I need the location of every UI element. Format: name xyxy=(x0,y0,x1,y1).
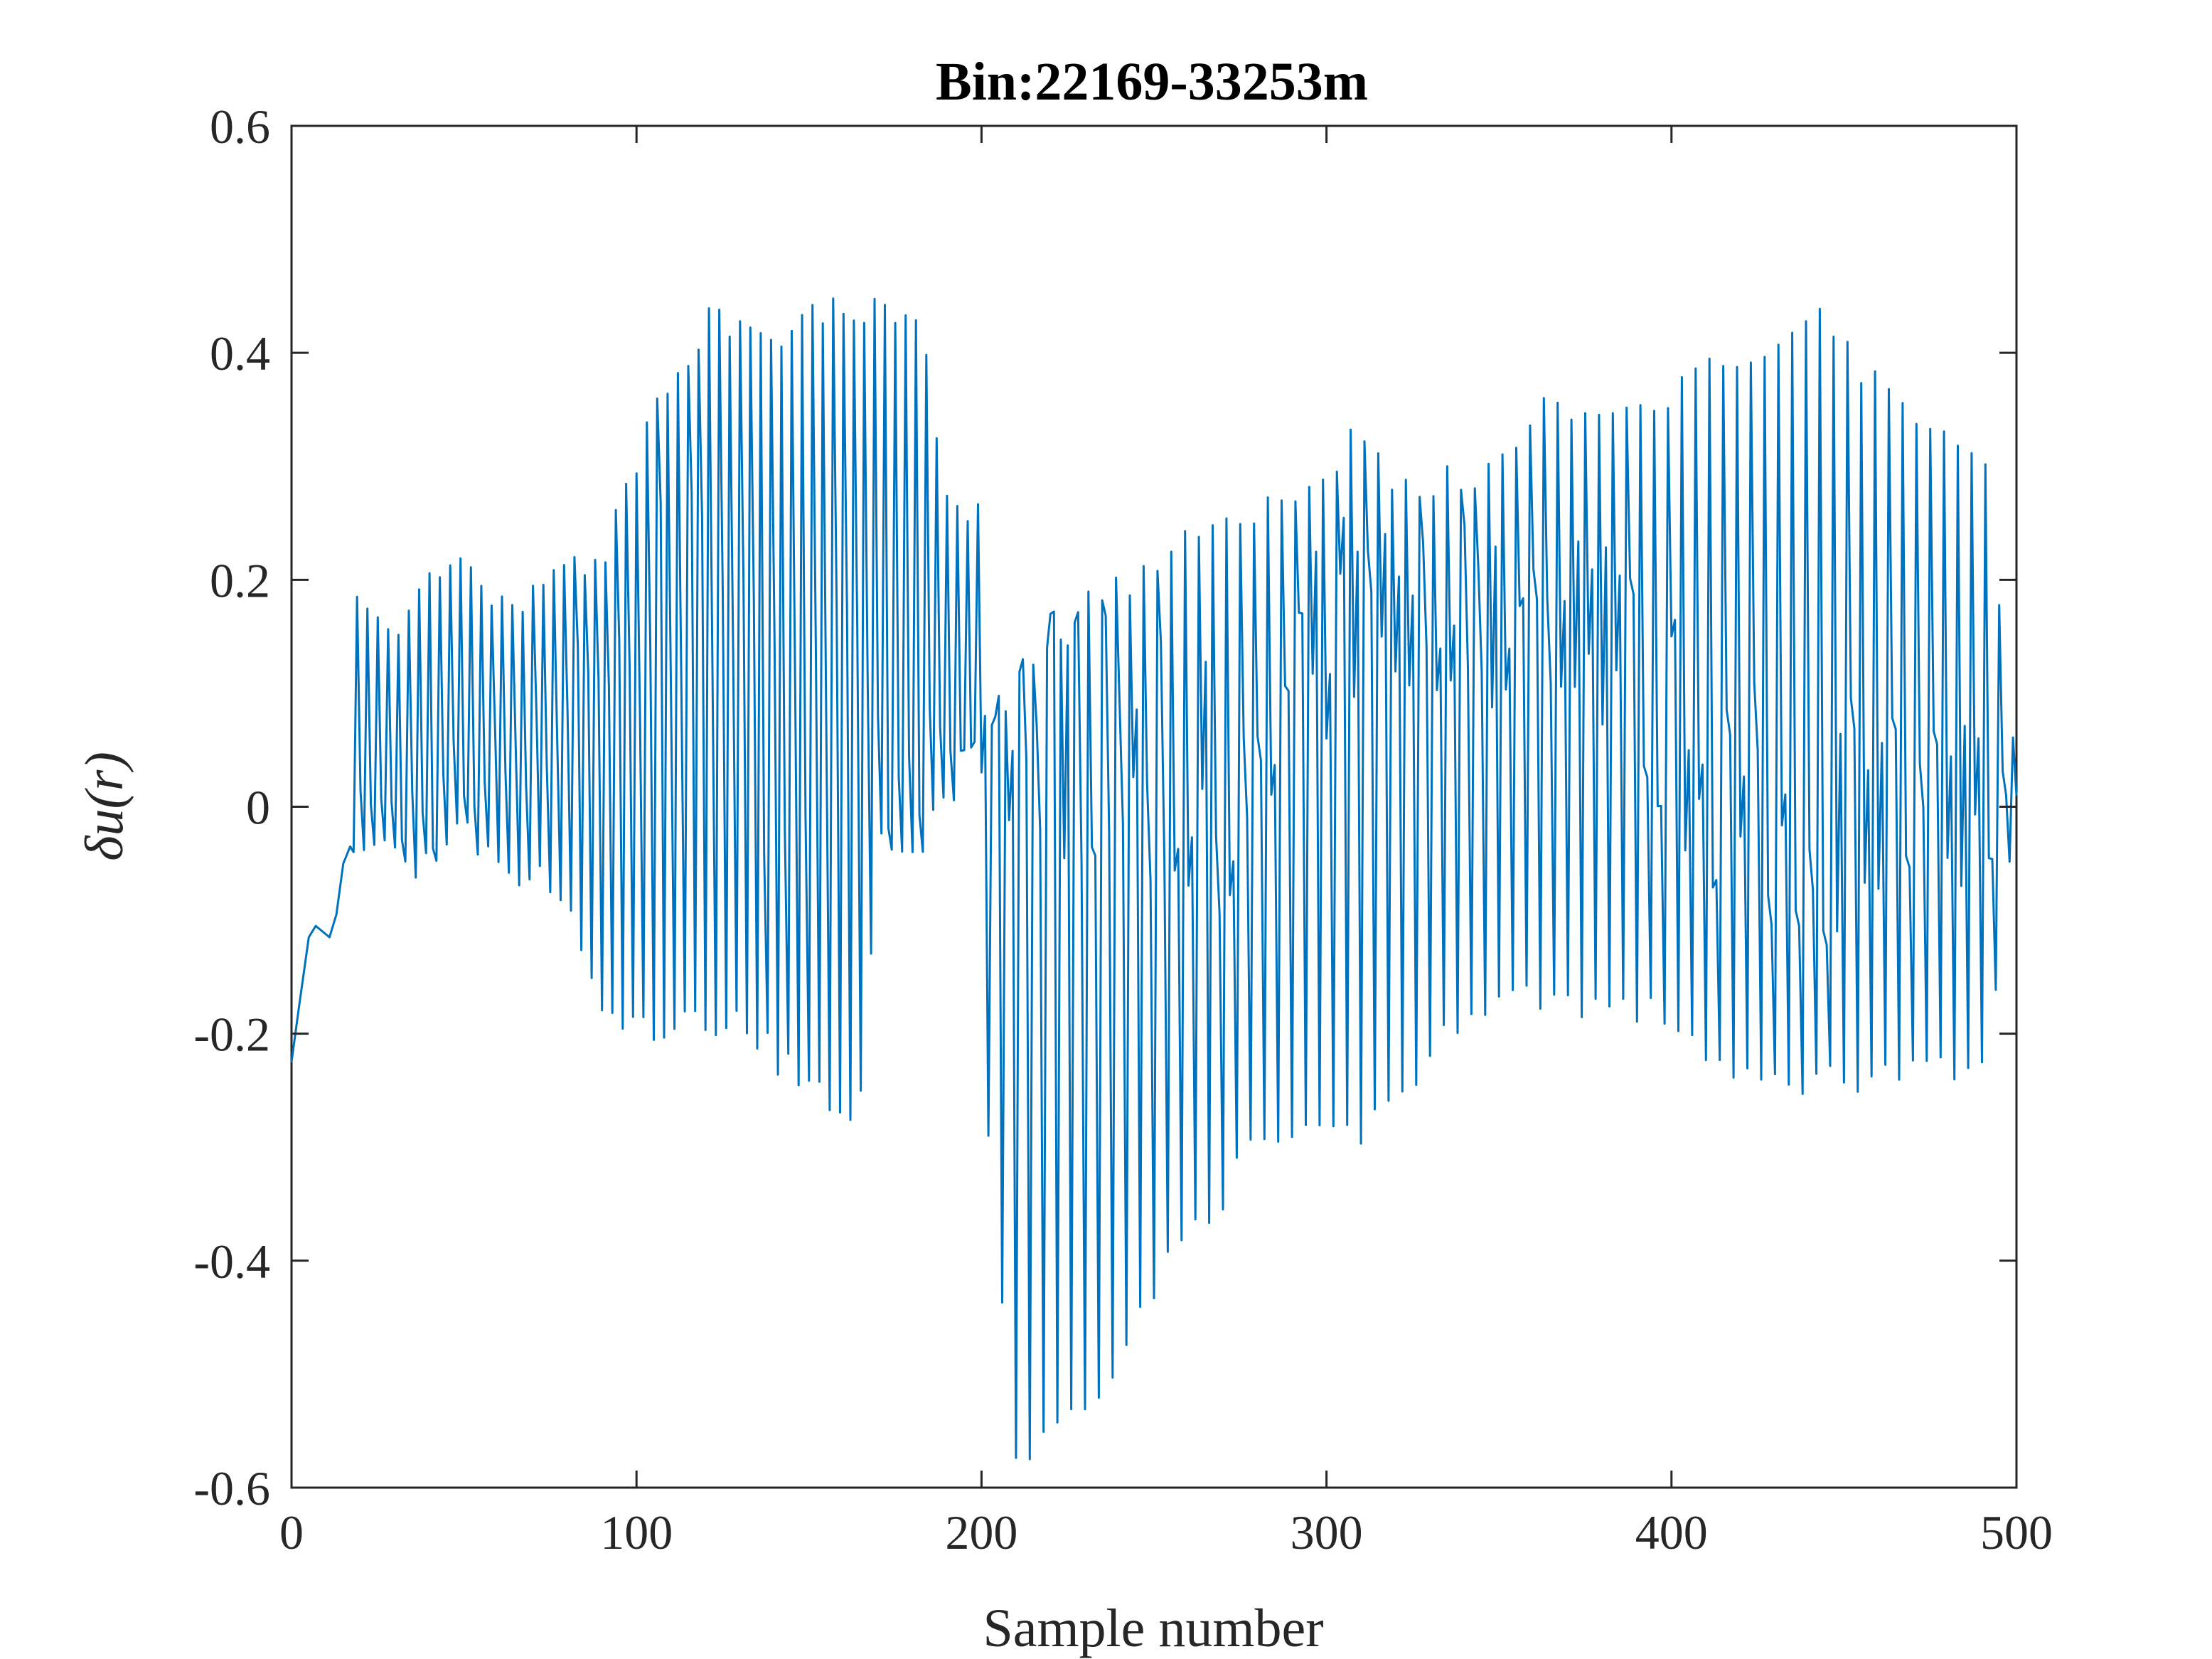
chart-title: Bin:22169-33253m xyxy=(936,52,1368,112)
x-tick-label: 300 xyxy=(1291,1505,1363,1559)
y-tick-label: 0.2 xyxy=(210,553,270,607)
y-axis-ticks: -0.6 -0.4 -0.2 0 0.2 0.4 0.6 xyxy=(193,100,2016,1515)
y-tick-label: 0.4 xyxy=(210,326,270,380)
y-tick-label: 0.6 xyxy=(210,100,270,154)
x-tick-label: 200 xyxy=(945,1505,1017,1559)
x-tick-label: 500 xyxy=(1980,1505,2053,1559)
x-tick-label: 400 xyxy=(1635,1505,1708,1559)
data-series-line xyxy=(290,297,2018,1461)
y-tick-label: 0 xyxy=(246,781,270,835)
y-tick-label: -0.4 xyxy=(193,1234,270,1289)
x-axis-label: Sample number xyxy=(983,1599,1323,1658)
x-tick-label: 0 xyxy=(279,1505,304,1559)
y-axis-label: δu(r) xyxy=(75,752,134,861)
plot-area xyxy=(290,124,2018,1489)
y-tick-label: -0.2 xyxy=(193,1008,270,1062)
x-axis-ticks: 0 100 200 300 400 500 xyxy=(279,126,2053,1559)
x-tick-label: 100 xyxy=(600,1505,673,1559)
y-tick-label: -0.6 xyxy=(193,1461,270,1515)
